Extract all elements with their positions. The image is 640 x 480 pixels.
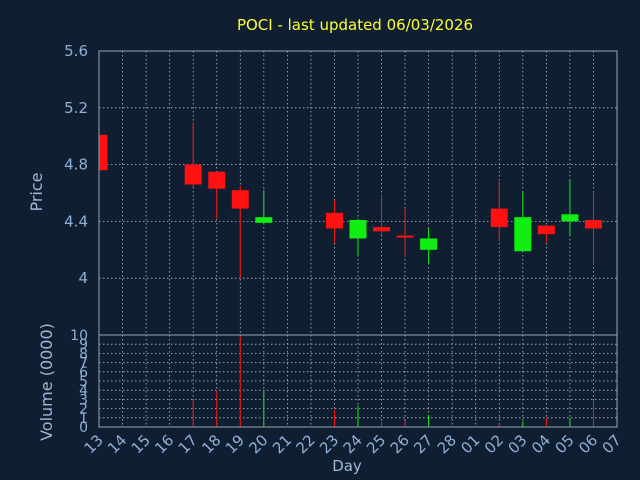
candle-body	[208, 171, 226, 189]
candle-body	[537, 225, 555, 235]
x-tick-label: 02	[481, 431, 507, 457]
price-axis-label: Price	[27, 172, 46, 211]
candle-body	[490, 208, 508, 228]
x-tick-label: 03	[504, 431, 530, 457]
volume-tick-label: 1	[79, 411, 88, 427]
price-tick-label: 4.8	[64, 156, 88, 174]
x-tick-label: 24	[340, 431, 366, 457]
volume-tick-label: 5	[79, 374, 88, 390]
price-tick-label: 4.4	[64, 212, 88, 230]
candle-body	[231, 190, 249, 209]
candle-body	[514, 217, 532, 252]
x-tick-label: 28	[434, 431, 460, 457]
volume-tick-label: 10	[70, 328, 88, 344]
x-tick-label: 05	[552, 431, 578, 457]
price-tick-label: 5.2	[64, 99, 88, 117]
x-tick-label: 16	[151, 431, 177, 457]
x-tick-label: 19	[222, 431, 248, 457]
x-tick-label: 14	[104, 431, 130, 457]
x-tick-label: 21	[269, 431, 295, 457]
volume-tick-label: 7	[79, 356, 88, 372]
candle-body	[184, 164, 202, 185]
price-tick-label: 4	[78, 269, 88, 287]
candle-body	[584, 219, 602, 229]
x-tick-label: 20	[245, 431, 271, 457]
x-tick-label: 26	[387, 431, 413, 457]
volume-tick-label: 2	[79, 402, 88, 418]
x-axis-label: Day	[332, 457, 362, 475]
chart-title: POCI - last updated 06/03/2026	[237, 16, 473, 34]
x-tick-label: 06	[575, 431, 601, 457]
price-panel: 5.6 5.2 4.8 4.4 4	[64, 42, 618, 336]
volume-tick-label: 9	[79, 337, 88, 353]
volume-plot-frame	[98, 334, 618, 428]
x-tick-label: 15	[128, 431, 154, 457]
x-tick-label: 04	[528, 431, 554, 457]
candle-body	[349, 219, 367, 239]
volume-tick-label: 6	[79, 365, 88, 381]
volume-axis-label: Volume (0000)	[37, 323, 56, 441]
x-tick-label: 23	[316, 431, 342, 457]
x-tick-label: 27	[410, 431, 436, 457]
candle-body	[373, 227, 391, 232]
price-tick-label: 5.6	[64, 42, 88, 60]
x-tick-label: 18	[198, 431, 224, 457]
volume-tick-label: 0	[79, 420, 88, 436]
candle-body	[325, 212, 343, 229]
candle-body	[255, 217, 273, 223]
x-tick-label: 01	[457, 431, 483, 457]
volume-panel: 1098765432101314151617181920212223242526…	[70, 328, 625, 457]
volume-tick-label: 3	[79, 392, 88, 408]
x-tick-label: 22	[293, 431, 319, 457]
candle-body	[420, 238, 438, 250]
x-tick-label: 17	[175, 431, 201, 457]
volume-tick-label: 4	[79, 383, 88, 399]
x-tick-label: 25	[363, 431, 389, 457]
candle-body	[99, 134, 108, 171]
volume-tick-label: 8	[79, 346, 88, 362]
candle-body	[396, 235, 414, 238]
candle-body	[561, 214, 579, 222]
x-tick-label: 07	[599, 431, 625, 457]
